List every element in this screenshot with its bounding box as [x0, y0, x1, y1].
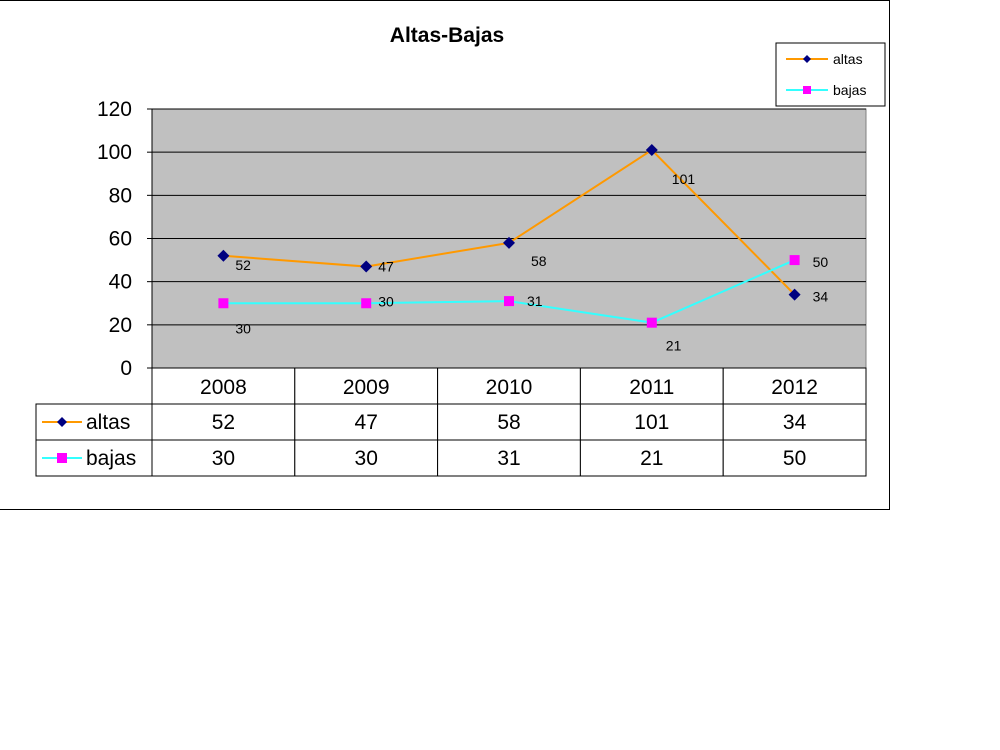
- legend-label-bajas: bajas: [833, 82, 866, 98]
- data-label-altas: 47: [378, 259, 394, 275]
- table-key-marker: [57, 453, 67, 463]
- table-cell: [437, 403, 581, 441]
- data-point-altas: [217, 249, 230, 262]
- data-point-bajas: [646, 317, 657, 328]
- y-tick-label: 80: [109, 184, 132, 207]
- table-value: 50: [783, 447, 806, 470]
- data-label-bajas: 31: [527, 293, 543, 309]
- table-header-cell: [294, 367, 439, 405]
- data-label-bajas: 30: [378, 293, 394, 309]
- y-tick-label: 60: [109, 228, 132, 251]
- legend-marker-altas: [803, 55, 811, 63]
- y-tick-label: 40: [109, 271, 132, 294]
- data-point-altas: [360, 260, 373, 273]
- table-cell: [294, 439, 439, 477]
- table-value: 31: [497, 447, 520, 470]
- legend-marker-bajas: [803, 86, 811, 94]
- data-point-altas: [503, 236, 515, 249]
- y-tick-label: 20: [109, 314, 132, 337]
- data-label-bajas: 30: [235, 320, 251, 336]
- y-tick-label: 120: [97, 98, 132, 121]
- table-value: 30: [212, 447, 235, 470]
- legend: [775, 42, 886, 107]
- x-tick-label: 2009: [343, 376, 390, 399]
- table-header-cell: [722, 367, 867, 405]
- table-series-name: altas: [86, 411, 130, 434]
- table-series-name: bajas: [86, 447, 136, 470]
- table-value: 58: [497, 411, 520, 434]
- table-key-marker: [57, 417, 67, 427]
- data-label-bajas: 21: [666, 338, 682, 354]
- table-value: 101: [634, 411, 669, 434]
- data-label-bajas: 50: [813, 254, 829, 270]
- y-tick-label: 0: [120, 357, 132, 380]
- data-label-altas: 101: [672, 171, 696, 187]
- data-point-bajas: [361, 298, 372, 309]
- data-label-altas: 52: [235, 257, 251, 273]
- table-cell: [151, 403, 296, 441]
- table-cell: [151, 439, 296, 477]
- table-cell: [722, 439, 867, 477]
- table-header-cell: [437, 367, 581, 405]
- table-cell: [294, 403, 439, 441]
- data-point-altas: [645, 144, 658, 157]
- x-tick-label: 2008: [200, 376, 247, 399]
- table-value: 47: [355, 411, 378, 434]
- x-tick-label: 2010: [486, 376, 533, 399]
- data-label-altas: 34: [813, 289, 829, 305]
- data-point-bajas: [218, 298, 229, 309]
- x-tick-label: 2011: [629, 376, 674, 399]
- data-label-altas: 58: [531, 253, 547, 269]
- table-value: 21: [640, 447, 663, 470]
- x-tick-label: 2012: [771, 376, 818, 399]
- chart-title: Altas-Bajas: [390, 24, 504, 47]
- table-cell: [579, 439, 724, 477]
- table-value: 52: [212, 411, 235, 434]
- data-point-altas: [788, 288, 801, 301]
- table-header-cell: [151, 367, 296, 405]
- table-value: 34: [783, 411, 807, 434]
- table-value: 30: [355, 447, 378, 470]
- data-point-bajas: [504, 296, 514, 307]
- y-tick-label: 100: [97, 141, 132, 164]
- data-point-bajas: [789, 255, 800, 266]
- legend-label-altas: altas: [833, 51, 863, 67]
- table-cell: [437, 439, 581, 477]
